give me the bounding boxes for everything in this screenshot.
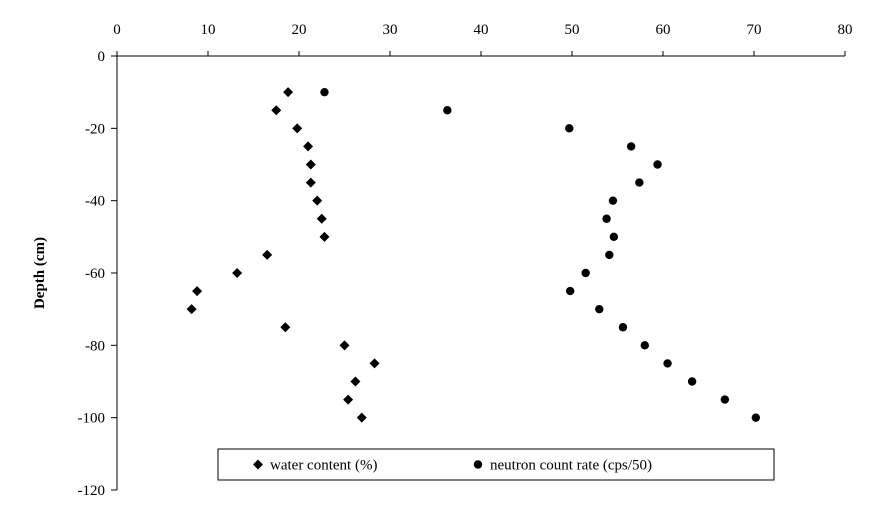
neutron-count-point: [565, 286, 575, 296]
x-tick-label: 10: [201, 22, 216, 38]
water-content-point: [369, 358, 380, 369]
water-content-point: [350, 376, 361, 387]
neutron-count-point: [443, 106, 452, 115]
legend-marker: [253, 459, 263, 470]
neutron-count-point: [653, 160, 662, 169]
water-content-point: [303, 141, 314, 152]
neutron-count-point: [663, 359, 672, 368]
x-tick-label: 30: [383, 22, 398, 38]
neutron-count-point: [687, 377, 697, 386]
x-axis-ticks: 0 10 20 30 40 50 60 70 80: [113, 22, 853, 56]
data-points: [186, 87, 761, 423]
neutron-count-point: [609, 232, 619, 242]
water-content-point: [305, 177, 316, 188]
neutron-count-point: [720, 395, 730, 404]
y-tick-label: -80: [85, 338, 105, 354]
y-tick-label: -20: [85, 121, 105, 137]
water-content-point: [192, 286, 203, 297]
legend-entries: water content (%) neutron count rate (cps…: [253, 458, 652, 474]
water-content-point: [319, 231, 330, 242]
water-content-point: [312, 195, 323, 206]
neutron-count-point: [565, 124, 574, 133]
water-content-point: [339, 340, 350, 351]
y-tick-label: -100: [78, 411, 106, 427]
x-tick-label: 0: [113, 22, 121, 38]
water-content-point: [280, 322, 291, 333]
water-content-point: [186, 304, 197, 315]
y-axis-ticks: 0 -20 -40 -60 -80 -100 -120: [78, 49, 117, 499]
y-tick-label: -120: [78, 483, 106, 499]
water-content-point: [356, 412, 367, 423]
neutron-count-point: [320, 87, 329, 97]
legend-label: neutron count rate (cps/50): [490, 458, 652, 474]
water-content-point: [232, 268, 243, 278]
y-axis-title: Depth (cm): [32, 237, 48, 309]
y-tick-label: -60: [85, 266, 105, 282]
neutron-count-point: [635, 178, 644, 187]
series-water-content: [186, 87, 380, 423]
water-content-point: [262, 249, 273, 260]
y-tick-label: -40: [85, 194, 105, 210]
x-tick-label: 80: [838, 22, 853, 38]
legend: water content (%) neutron count rate (cps…: [217, 448, 775, 481]
water-content-point: [271, 105, 282, 116]
x-tick-label: 70: [747, 22, 762, 38]
water-content-point: [305, 159, 316, 170]
y-tick-label: 0: [98, 49, 106, 65]
neutron-count-point: [640, 341, 649, 350]
neutron-count-point: [618, 323, 628, 332]
neutron-count-point: [602, 214, 611, 223]
x-tick-label: 20: [292, 22, 307, 38]
axes: [116, 55, 845, 490]
neutron-count-point: [581, 268, 590, 278]
water-content-point: [292, 123, 303, 134]
water-content-point: [283, 87, 294, 98]
series-neutron-count-rate: [320, 87, 761, 422]
neutron-count-point: [608, 196, 618, 205]
x-tick-label: 50: [565, 22, 580, 38]
x-tick-label: 60: [656, 22, 671, 38]
neutron-count-point: [605, 250, 614, 260]
water-content-point: [316, 213, 327, 224]
legend-box: [217, 448, 775, 481]
neutron-count-point: [626, 142, 636, 151]
water-content-point: [343, 394, 354, 405]
legend-label: water content (%): [270, 458, 377, 474]
neutron-count-point: [595, 304, 604, 314]
neutron-count-point: [751, 413, 761, 422]
x-tick-label: 40: [474, 22, 489, 38]
legend-marker: [473, 460, 483, 469]
